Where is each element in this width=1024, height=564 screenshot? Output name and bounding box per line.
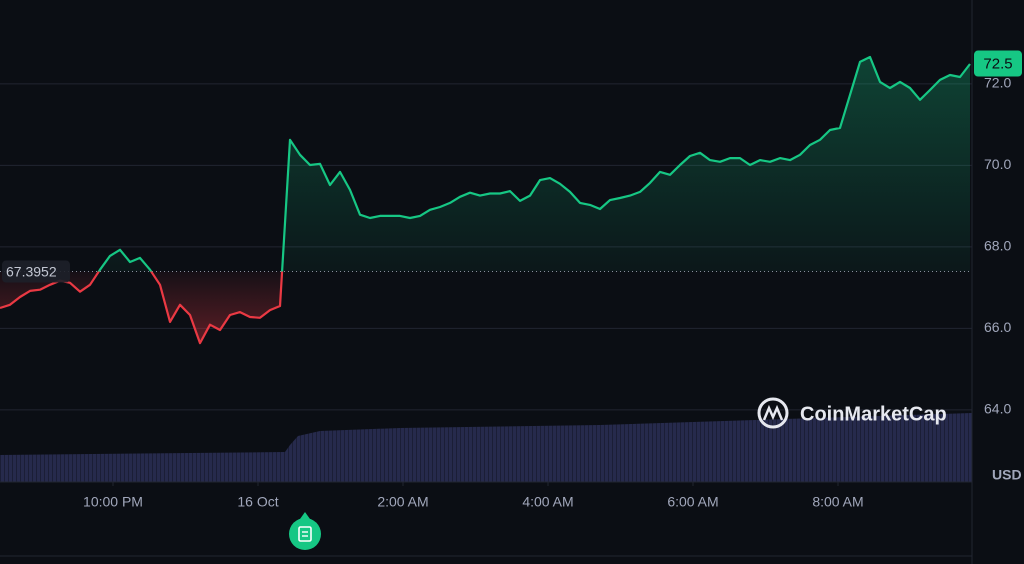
x-tick-label: 4:00 AM: [522, 494, 573, 510]
y-tick-label: 64.0: [984, 401, 1011, 417]
x-tick-label: 8:00 AM: [812, 494, 863, 510]
watermark: CoinMarketCap: [800, 403, 947, 425]
y-tick-label: 70.0: [984, 156, 1011, 172]
last-price-label: 72.5: [983, 56, 1012, 73]
currency-label: USD: [992, 467, 1022, 483]
area-fill-down: [0, 271, 970, 344]
y-tick-label: 72.0: [984, 75, 1011, 91]
y-tick-label: 68.0: [984, 238, 1011, 254]
volume-area: [0, 413, 972, 482]
last-price-badge: [974, 50, 1022, 77]
x-tick-label: 2:00 AM: [377, 494, 428, 510]
x-tick-label: 10:00 PM: [83, 494, 143, 510]
baseline-badge: [2, 260, 70, 283]
baseline-label: 67.3952: [6, 263, 57, 279]
area-fill-up: [98, 57, 970, 272]
x-tick-label: 16 Oct: [237, 494, 278, 510]
watermark-logo: [757, 397, 789, 429]
x-tick-label: 6:00 AM: [667, 494, 718, 510]
y-tick-label: 66.0: [984, 319, 1011, 335]
news-marker[interactable]: [289, 512, 321, 550]
price-line: [0, 55, 971, 345]
